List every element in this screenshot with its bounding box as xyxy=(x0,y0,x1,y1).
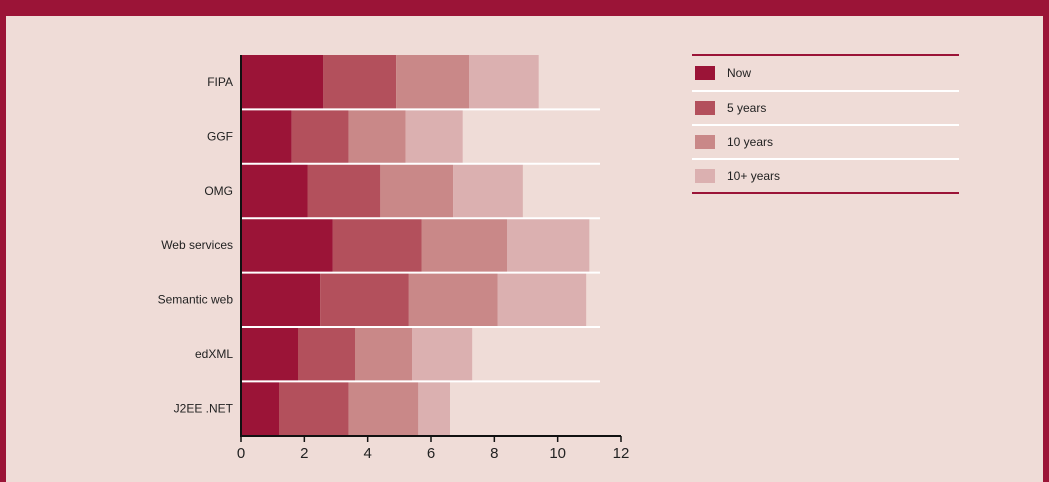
bar-j2ee-net-series-3 xyxy=(418,381,450,436)
legend-swatch xyxy=(695,66,715,80)
x-tick-label: 0 xyxy=(237,445,245,462)
bar-edxml-series-0 xyxy=(241,327,298,381)
x-tick-label: 8 xyxy=(490,445,498,462)
legend-item: Now xyxy=(692,56,959,90)
bar-web-services-series-1 xyxy=(332,218,422,273)
legend-swatch xyxy=(695,101,715,115)
category-label: J2EE .NET xyxy=(174,401,234,415)
bar-web-services-series-3 xyxy=(507,218,590,273)
bar-ggf-series-0 xyxy=(241,109,292,164)
category-label: Semantic web xyxy=(158,293,234,307)
bar-edxml-series-3 xyxy=(412,327,473,381)
bar-j2ee-net-series-2 xyxy=(348,381,419,436)
bar-ggf-series-1 xyxy=(291,109,349,164)
bar-fipa-series-3 xyxy=(469,55,539,109)
legend-label: 10 years xyxy=(727,135,774,149)
bar-web-services-series-0 xyxy=(241,218,333,273)
bar-fipa-series-0 xyxy=(241,55,324,109)
bar-edxml-series-2 xyxy=(355,327,412,381)
x-tick-label: 4 xyxy=(363,445,371,462)
bar-omg-series-1 xyxy=(307,163,381,218)
legend-swatch xyxy=(695,135,715,149)
x-tick-label: 10 xyxy=(549,445,566,462)
category-label: Web services xyxy=(161,238,233,252)
x-tick-label: 12 xyxy=(613,445,630,462)
bar-j2ee-net-series-1 xyxy=(279,381,349,436)
category-label: FIPA xyxy=(207,75,233,89)
category-label: OMG xyxy=(204,184,233,198)
bar-web-services-series-2 xyxy=(421,218,507,273)
bar-semantic-web-series-3 xyxy=(497,272,587,327)
bar-omg-series-2 xyxy=(380,163,454,218)
legend-item: 5 years xyxy=(692,90,959,124)
bar-omg-series-0 xyxy=(241,163,308,218)
bar-semantic-web-series-1 xyxy=(320,272,409,327)
legend-item: 10 years xyxy=(692,124,959,158)
bar-edxml-series-1 xyxy=(298,327,355,381)
bar-semantic-web-series-0 xyxy=(241,272,321,327)
bar-ggf-series-3 xyxy=(405,109,463,164)
bar-ggf-series-2 xyxy=(348,109,406,164)
bar-fipa-series-2 xyxy=(396,55,469,109)
x-tick-label: 2 xyxy=(300,445,308,462)
legend: Now 5 years 10 years 10+ years xyxy=(692,54,959,194)
category-label: GGF xyxy=(207,129,233,143)
legend-label: 5 years xyxy=(727,101,767,115)
bar-omg-series-3 xyxy=(453,163,523,218)
bar-semantic-web-series-2 xyxy=(408,272,498,327)
legend-item: 10+ years xyxy=(692,158,959,192)
x-tick-label: 6 xyxy=(427,445,435,462)
legend-label: Now xyxy=(727,66,752,80)
bar-fipa-series-1 xyxy=(323,55,397,109)
legend-label: 10+ years xyxy=(727,169,781,183)
legend-swatch xyxy=(695,169,715,183)
bar-j2ee-net-series-0 xyxy=(241,381,279,436)
category-label: edXML xyxy=(195,347,233,361)
